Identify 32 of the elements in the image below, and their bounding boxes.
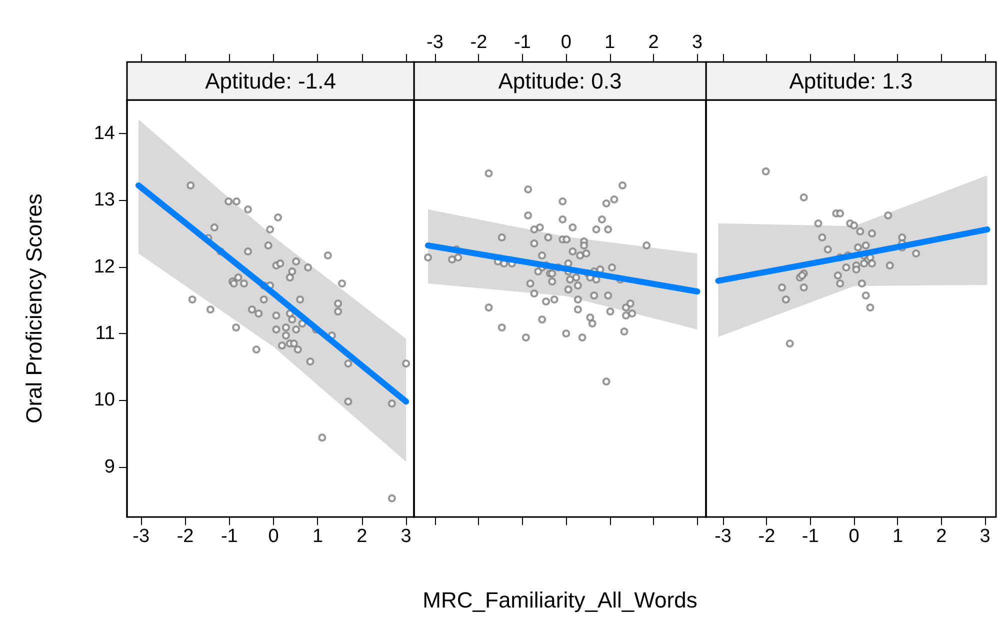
chart-title: Aptitude: 0.3 xyxy=(498,68,622,94)
chart-title: Aptitude: -1.4 xyxy=(205,68,336,94)
x-tick-label: 3 xyxy=(400,526,412,547)
y-axis-title: Oral Proficiency Scores xyxy=(22,194,46,424)
x-tick-label: -2 xyxy=(758,526,776,547)
y-tick-label: 13 xyxy=(94,190,115,211)
x-tick-label: 0 xyxy=(268,526,279,547)
x-tick-label: -3 xyxy=(132,526,150,547)
x-tick-label: 3 xyxy=(980,526,990,547)
x-tick-label: 2 xyxy=(356,526,368,547)
x-axis-title: MRC_Familiarity_All_Words xyxy=(422,588,698,612)
y-tick-label: 12 xyxy=(94,256,115,278)
x-tick-label: -1 xyxy=(802,526,819,547)
x-tick-label: -3 xyxy=(426,32,444,53)
x-tick-label: -2 xyxy=(176,526,194,547)
x-tick-label: 3 xyxy=(692,32,703,53)
y-tick-label: 11 xyxy=(95,323,115,344)
x-tick-label: -2 xyxy=(470,32,488,53)
x-tick-label: 1 xyxy=(312,526,324,547)
x-tick-label: -1 xyxy=(514,32,531,53)
x-tick-label: 1 xyxy=(604,32,616,53)
y-tick-label: 10 xyxy=(94,390,115,411)
x-tick-label: 0 xyxy=(560,32,572,53)
x-tick-label: 1 xyxy=(892,526,904,547)
y-tick-label: 9 xyxy=(104,456,115,478)
y-tick-label: 14 xyxy=(94,122,116,144)
x-tick-label: 2 xyxy=(648,32,659,53)
chart-title: Aptitude: 1.3 xyxy=(789,68,913,94)
x-tick-label: 0 xyxy=(848,526,860,547)
x-tick-label: 2 xyxy=(936,526,947,547)
x-tick-label: -1 xyxy=(220,526,238,547)
x-tick-label: -3 xyxy=(714,526,732,547)
